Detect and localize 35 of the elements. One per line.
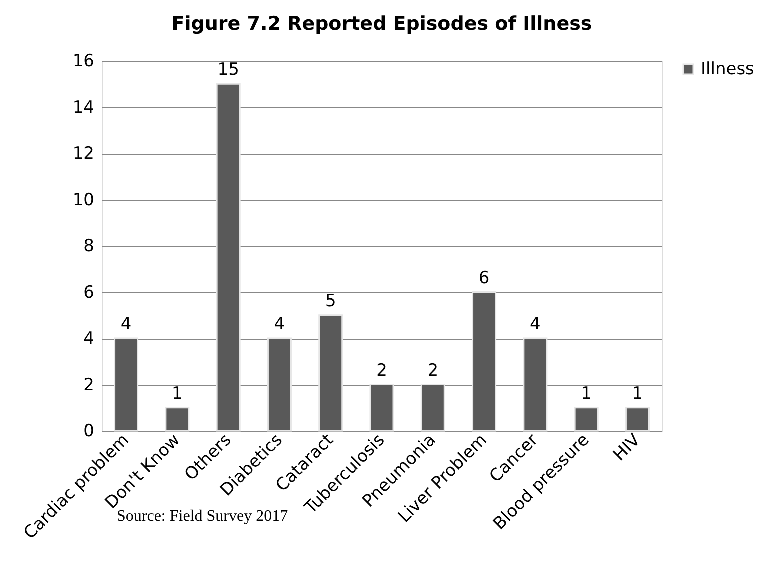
bar	[574, 407, 599, 432]
bar	[420, 384, 446, 432]
data-label: 1	[172, 384, 183, 404]
y-tick-label: 0	[84, 422, 94, 442]
y-tick-label: 2	[84, 375, 94, 396]
bar	[216, 83, 241, 432]
bar	[625, 407, 650, 432]
bar	[523, 338, 548, 432]
bar	[114, 338, 139, 432]
source-note: Source: Field Survey 2017	[117, 508, 288, 525]
data-label: 5	[325, 291, 336, 312]
x-tick-label: HIV	[610, 430, 646, 466]
data-label: 2	[376, 360, 388, 381]
data-label: 4	[120, 314, 132, 334]
bar	[370, 384, 394, 432]
bar	[472, 292, 497, 432]
y-tick-label: 8	[84, 236, 94, 256]
data-label: 6	[478, 268, 490, 288]
data-label: 4	[530, 314, 541, 334]
y-tick-label: 16	[72, 52, 94, 72]
y-tick-label: 6	[84, 282, 94, 303]
legend-label: Illness	[701, 60, 755, 80]
y-tick-label: 4	[84, 329, 94, 349]
y-tick-label: 10	[72, 190, 94, 210]
bar	[165, 407, 190, 432]
bar	[267, 338, 292, 432]
y-tick-label: 12	[72, 144, 94, 164]
chart-title: Figure 7.2 Reported Episodes of Illness	[172, 13, 592, 35]
data-label: 1	[632, 384, 644, 404]
data-label: 2	[428, 360, 439, 381]
y-tick-label: 14	[72, 98, 94, 118]
data-label: 15	[218, 60, 240, 80]
data-label: 4	[274, 314, 286, 334]
bar	[318, 314, 344, 432]
data-label: 1	[581, 384, 592, 404]
